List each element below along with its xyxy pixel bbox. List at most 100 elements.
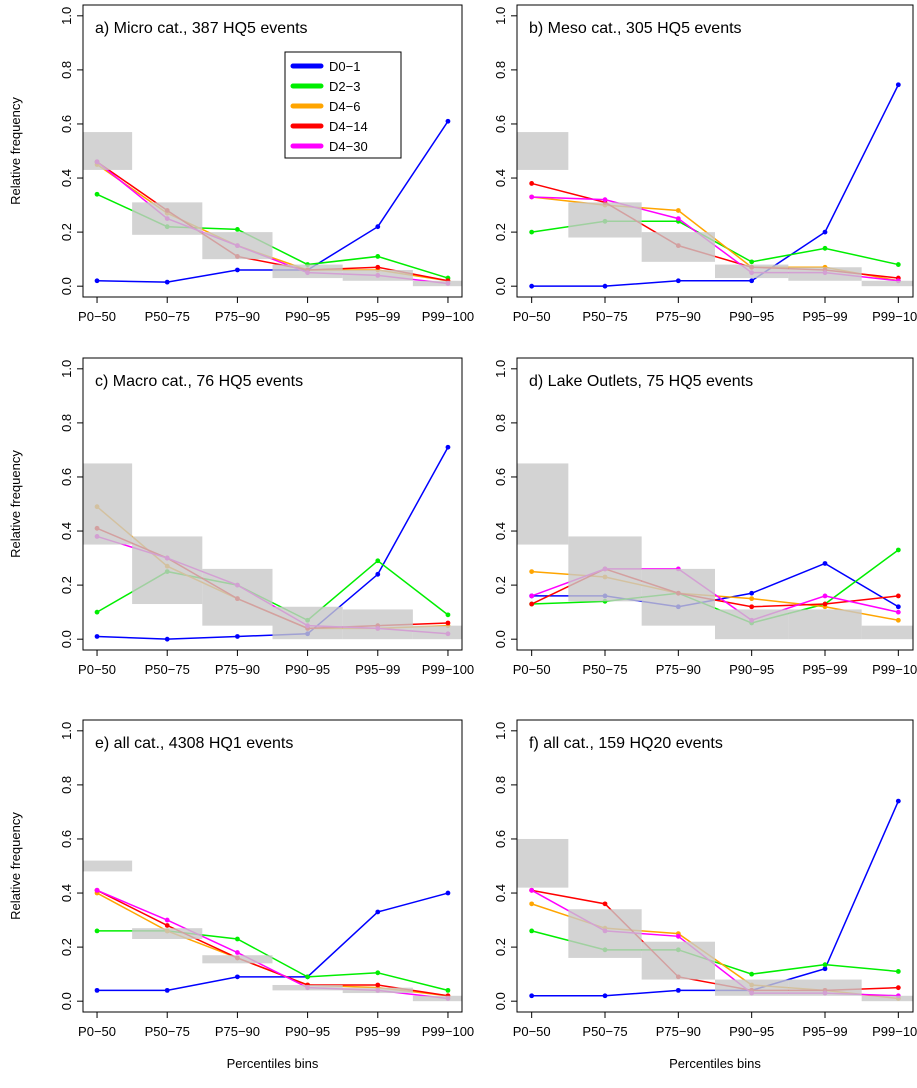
x-tick-label: P50−75 [582, 1024, 627, 1039]
point [749, 278, 755, 284]
point [822, 593, 828, 599]
x-tick-label: P90−95 [285, 662, 330, 677]
point [164, 987, 170, 993]
y-tick-label: 0.2 [493, 576, 508, 594]
range-boxes [517, 132, 913, 287]
point [529, 593, 535, 599]
x-tick-label: P50−75 [582, 309, 627, 324]
point [94, 987, 100, 993]
panel-title: c) Macro cat., 76 HQ5 events [95, 373, 303, 390]
y-tick-label: 1.0 [493, 7, 508, 25]
x-tick-label: P0−50 [78, 1024, 116, 1039]
y-tick-label: 1.0 [59, 722, 74, 740]
y-tick-label: 1.0 [493, 722, 508, 740]
x-tick-label: P99−100 [872, 309, 917, 324]
point [675, 216, 681, 221]
legend-label: D0−1 [329, 59, 360, 74]
panel: 0.0 0.2 0.4 0.6 0.8 1.0 P0−50 P50−75 P75−90 P90−9… [8, 719, 474, 1071]
range-boxes [517, 463, 913, 640]
point [235, 936, 240, 942]
range-boxes [517, 838, 913, 1002]
y-tick-label: 0.4 [493, 884, 508, 902]
point [895, 604, 901, 610]
point [822, 962, 828, 968]
x-tick-label: P90−95 [729, 309, 774, 324]
point [164, 923, 170, 928]
point [375, 982, 381, 988]
range-box [861, 625, 913, 640]
point [235, 950, 240, 955]
range-boxes [83, 463, 462, 640]
x-tick-label: P75−90 [656, 309, 701, 324]
x-tick-label: P99−100 [872, 662, 917, 677]
x-tick-label: P75−90 [215, 1024, 260, 1039]
point [895, 798, 901, 804]
point [445, 612, 451, 618]
point [675, 278, 681, 284]
point [375, 909, 381, 915]
x-tick-label: P50−75 [582, 662, 627, 677]
point [375, 571, 381, 577]
point [164, 279, 170, 285]
legend: D0−1 D2−3 D4−6 D4−14 D4−30 [284, 51, 402, 159]
y-tick-label: 0.0 [493, 992, 508, 1010]
plot-frame [82, 357, 463, 651]
range-box [641, 941, 715, 980]
range-box [202, 232, 273, 260]
point [445, 444, 451, 450]
range-box [641, 568, 715, 626]
y-tick-label: 0.8 [59, 61, 74, 79]
y-tick-label: 0.4 [493, 522, 508, 540]
point [94, 278, 100, 284]
point [94, 928, 100, 934]
x-tick-label: P99−100 [422, 1024, 474, 1039]
x-tick-label: P95−99 [355, 309, 400, 324]
y-tick-label: 0.4 [59, 884, 74, 902]
point [822, 245, 828, 251]
range-box [342, 609, 413, 640]
x-tick-label: P0−50 [513, 309, 551, 324]
point [235, 634, 240, 639]
point [895, 985, 901, 991]
range-box [342, 987, 413, 994]
x-tick-label: P90−95 [285, 1024, 330, 1039]
range-box [132, 536, 203, 605]
x-axis-label: Percentiles bins [227, 1056, 319, 1071]
series-line [96, 892, 449, 997]
x-axis-label: Percentiles bins [669, 1056, 761, 1071]
point [895, 969, 901, 974]
y-tick-label: 0.0 [59, 992, 74, 1010]
range-box [715, 264, 789, 279]
point [235, 267, 240, 273]
point [375, 970, 381, 976]
point [235, 227, 240, 232]
range-box [272, 606, 343, 640]
range-box [132, 202, 203, 235]
x-tick-label: P90−95 [285, 309, 330, 324]
y-axis-label: Relative frequency [8, 450, 23, 558]
panel-title: f) all cat., 159 HQ20 events [529, 735, 723, 752]
x-tick-label: P75−90 [656, 1024, 701, 1039]
series-line [97, 892, 449, 992]
point [529, 601, 535, 607]
panel-title: e) all cat., 4308 HQ1 events [95, 735, 293, 752]
range-box [412, 625, 462, 640]
legend-label: D4−6 [329, 99, 360, 114]
point [445, 118, 451, 124]
point [895, 609, 901, 615]
point [822, 966, 828, 972]
point [94, 609, 100, 615]
point [675, 208, 681, 213]
point [675, 933, 681, 939]
range-box [83, 463, 133, 545]
range-box [412, 995, 462, 1002]
range-box [412, 280, 462, 287]
range-box [83, 860, 133, 872]
x-tick-label: P0−50 [78, 309, 116, 324]
point [895, 262, 901, 267]
y-tick-label: 0.8 [493, 776, 508, 794]
x-tick-label: P99−100 [422, 309, 474, 324]
panel: 0.0 0.2 0.4 0.6 0.8 1.0 P0−50 P50−75 P75−90 P90−9… [8, 4, 474, 324]
x-tick-label: P95−99 [802, 1024, 847, 1039]
range-box [272, 264, 343, 279]
